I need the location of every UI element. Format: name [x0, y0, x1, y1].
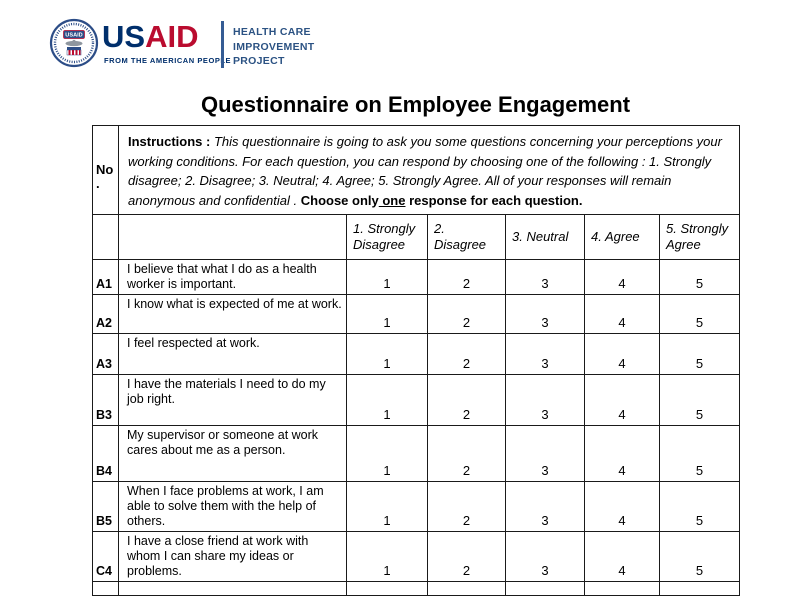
row-id: C4: [92, 531, 119, 582]
table-row-b5: B5 When I face problems at work, I am ab…: [92, 481, 741, 532]
row-question: My supervisor or someone at work cares a…: [118, 425, 347, 482]
instructions-label: Instructions :: [128, 134, 211, 149]
questionnaire-table: No . Instructions : This questionnaire i…: [92, 125, 741, 596]
page-title: Questionnaire on Employee Engagement: [200, 92, 631, 117]
instructions-choose: Choose only one response for each questi…: [301, 193, 583, 208]
response-option-1: 1: [346, 294, 428, 334]
response-option-4: 4: [584, 374, 660, 426]
instructions-cell: Instructions : This questionnaire is goi…: [117, 125, 741, 215]
response-option-1: 1: [346, 531, 428, 582]
table-row-a2: A2 I know what is expected of me at work…: [92, 294, 741, 334]
response-option-3: 3: [505, 374, 585, 426]
table-row-partial: [92, 581, 741, 596]
response-option-4: 4: [584, 294, 660, 334]
choose-suffix: response for each question.: [405, 192, 583, 208]
response-option-4: 4: [584, 531, 660, 582]
row-question: I feel respected at work.: [118, 333, 347, 375]
response-option-4: 4: [584, 333, 660, 375]
project-name: HEALTH CARE IMPROVEMENT PROJECT: [233, 25, 314, 69]
response-option-3: 3: [505, 481, 585, 532]
seal-usaid-label: USAID: [65, 33, 82, 39]
response-option-2: 2: [427, 481, 506, 532]
choose-underlined-word: one: [378, 192, 406, 208]
column-header-disagree: 2. Disagree: [427, 214, 506, 260]
row-id: B5: [92, 481, 119, 532]
row-question: I know what is expected of me at work.: [118, 294, 347, 334]
empty-question-header-cell: [118, 214, 347, 260]
response-option-1: 1: [346, 333, 428, 375]
wordmark-aid: AID: [145, 19, 199, 54]
response-option-2: 2: [427, 374, 506, 426]
column-header-strongly-disagree: 1. Strongly Disagree: [346, 214, 428, 260]
logo-divider: [221, 21, 224, 68]
response-option-2: 2: [427, 259, 506, 295]
usaid-seal-icon: USAID: [49, 18, 99, 68]
wordmark-us: US: [102, 19, 146, 54]
row-id: A3: [92, 333, 119, 375]
response-option-5: 5: [658, 374, 741, 426]
response-option-5: 5: [658, 259, 741, 295]
table-row-a3: A3 I feel respected at work. 1 2 3 4 5: [92, 333, 741, 375]
response-option-5: 5: [658, 481, 741, 532]
response-option-5: 5: [658, 531, 741, 582]
column-header-strongly-agree: 5. Strongly Agree: [658, 214, 741, 260]
table-row-c4: C4 I have a close friend at work with wh…: [92, 531, 741, 582]
response-option-3: 3: [505, 294, 585, 334]
project-name-line2: IMPROVEMENT: [233, 40, 315, 53]
response-option-1: 1: [346, 374, 428, 426]
response-option-4: 4: [584, 259, 660, 295]
row-question: I have the materials I need to do my job…: [118, 374, 347, 426]
choose-prefix: Choose only: [300, 192, 379, 208]
response-option-1: 1: [346, 481, 428, 532]
column-header-row: 1. Strongly Disagree 2. Disagree 3. Neut…: [92, 214, 741, 260]
column-header-neutral: 3. Neutral: [505, 214, 585, 260]
no-column-header: No .: [92, 125, 119, 215]
response-option-5: 5: [658, 425, 741, 482]
project-name-line3: PROJECT: [233, 55, 285, 67]
empty-no-header-cell: [92, 214, 119, 260]
table-row-a1: A1 I believe that what I do as a health …: [92, 259, 741, 295]
response-option-4: 4: [584, 481, 660, 532]
response-option-3: 3: [505, 425, 585, 482]
row-id: A2: [92, 294, 119, 334]
response-option-4: 4: [584, 425, 660, 482]
response-option-2: 2: [427, 425, 506, 482]
instructions-row: No . Instructions : This questionnaire i…: [92, 125, 741, 215]
row-id: B3: [92, 374, 119, 426]
usaid-wordmark: USAID: [102, 20, 198, 54]
response-option-3: 3: [505, 333, 585, 375]
row-question: I believe that what I do as a health wor…: [118, 259, 347, 295]
response-option-5: 5: [658, 294, 741, 334]
table-row-b4: B4 My supervisor or someone at work care…: [92, 425, 741, 482]
response-option-2: 2: [427, 333, 506, 375]
response-option-1: 1: [346, 425, 428, 482]
response-option-2: 2: [427, 294, 506, 334]
table-row-b3: B3 I have the materials I need to do my …: [92, 374, 741, 426]
row-id: B4: [92, 425, 119, 482]
column-header-agree: 4. Agree: [584, 214, 660, 260]
row-question: I have a close friend at work with whom …: [118, 531, 347, 582]
usaid-tagline: FROM THE AMERICAN PEOPLE: [104, 56, 232, 65]
project-name-line1: HEALTH CARE: [233, 26, 311, 38]
response-option-3: 3: [505, 259, 585, 295]
response-option-5: 5: [658, 333, 741, 375]
row-id: A1: [92, 259, 119, 295]
response-option-2: 2: [427, 531, 506, 582]
response-option-1: 1: [346, 259, 428, 295]
instructions-body: This questionnaire is going to ask you s…: [128, 134, 722, 208]
row-question: When I face problems at work, I am able …: [118, 481, 347, 532]
response-option-3: 3: [505, 531, 585, 582]
